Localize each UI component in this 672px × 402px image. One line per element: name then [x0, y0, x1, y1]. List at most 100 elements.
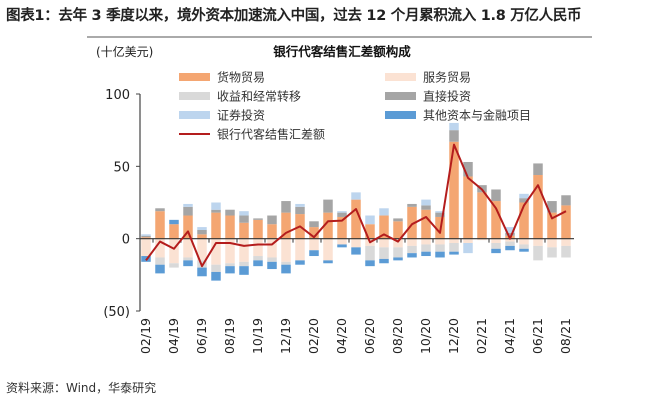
bar-segment [449, 238, 459, 244]
bar-segment [323, 199, 333, 213]
y-tick-label: (50) [103, 305, 130, 320]
bar-segment [519, 238, 529, 245]
bar-segment [225, 263, 235, 267]
bar-segment [365, 260, 375, 267]
bar-segment [169, 263, 179, 268]
bar-segment [463, 243, 473, 254]
bar-segment [253, 238, 263, 257]
bar-segment [407, 238, 417, 246]
bar-segment [393, 257, 403, 261]
x-tick-label: 04/20 [334, 318, 349, 354]
bar-segment [505, 245, 515, 251]
bar-segment [211, 209, 221, 213]
bar-segment [561, 195, 571, 206]
x-tick-label: 06/20 [362, 318, 377, 354]
bar-segment [351, 238, 361, 248]
bar-segment [421, 238, 431, 245]
bar-segment [281, 264, 291, 274]
bar-segment [407, 245, 417, 254]
bars [141, 122, 571, 281]
bar-segment [491, 238, 501, 244]
bar-segment [197, 267, 207, 277]
bar-segment [295, 203, 305, 207]
bar-segment [183, 260, 193, 267]
bar-segment [253, 218, 263, 220]
x-tick-label: 04/21 [502, 318, 517, 354]
bar-segment [295, 260, 305, 265]
bar-segment [337, 244, 347, 248]
legend-swatch [179, 92, 210, 100]
bar-segment [519, 202, 529, 239]
bar-segment [463, 238, 473, 244]
bar-segment [449, 130, 459, 142]
bar-segment [267, 238, 277, 258]
bar-segment [393, 247, 403, 258]
bar-segment [533, 238, 543, 246]
bar-segment [169, 238, 179, 264]
bar-segment [267, 261, 277, 270]
legend-label: 直接投资 [423, 89, 471, 104]
bar-segment [519, 244, 529, 249]
bar-segment [463, 161, 473, 177]
bar-segment [239, 266, 249, 275]
bar-segment [435, 211, 445, 213]
bar-segment [435, 244, 445, 252]
bar-segment [267, 224, 277, 239]
bar-segment [253, 260, 263, 267]
bar-segment [505, 238, 515, 242]
legend-swatch [385, 111, 416, 119]
bar-segment [169, 224, 179, 239]
bar-segment [491, 201, 501, 239]
bar-segment [561, 205, 571, 239]
bar-segment [435, 238, 445, 245]
bar-segment [225, 266, 235, 274]
legend-swatch [179, 73, 210, 81]
bar-segment [421, 244, 431, 252]
bar-segment [211, 264, 221, 272]
bar-segment [281, 201, 291, 213]
bar-segment [547, 238, 557, 248]
bar-segment [141, 238, 151, 257]
bar-segment [393, 218, 403, 222]
x-tick-label: 02/21 [474, 318, 489, 354]
bar-segment [281, 238, 291, 262]
bar-segment [155, 264, 165, 274]
bar-segment [225, 215, 235, 239]
bar-segment [337, 212, 347, 217]
x-tick-label: 10/20 [418, 318, 433, 354]
bar-segment [491, 243, 501, 249]
bar-segment [225, 238, 235, 264]
y-tick-label: 100 [105, 88, 130, 103]
bar-segment [463, 176, 473, 239]
bar-segment [337, 211, 347, 213]
x-tick-label: 12/20 [446, 318, 461, 354]
bar-segment [323, 238, 333, 261]
bar-segment [211, 202, 221, 210]
legend-label: 收益和经常转移 [217, 89, 301, 104]
bar-segment [435, 251, 445, 258]
legend-label: 其他资本与金融项目 [423, 108, 531, 123]
bar-segment [197, 227, 207, 230]
x-tick-label: 10/19 [250, 318, 265, 354]
legend-swatch [179, 111, 210, 119]
x-tick-label: 08/21 [558, 318, 573, 354]
legend-label: 证券投资 [217, 108, 265, 123]
bar-segment [505, 241, 515, 246]
y-unit-label: (十亿美元) [96, 44, 153, 59]
x-tick-label: 02/19 [138, 318, 153, 354]
y-tick-label: 0 [122, 233, 130, 248]
bar-segment [561, 245, 571, 258]
bar-segment [337, 238, 347, 245]
bar-segment [449, 141, 459, 239]
y-tick-label: 50 [113, 160, 130, 175]
bar-segment [477, 238, 487, 241]
bar-segment [379, 258, 389, 264]
bar-segment [421, 251, 431, 257]
x-tick-label: 12/19 [278, 318, 293, 354]
bar-segment [337, 216, 347, 239]
bar-segment [379, 208, 389, 216]
legend-label: 银行代客结售汇差额 [217, 127, 325, 142]
bar-segment [253, 256, 263, 261]
